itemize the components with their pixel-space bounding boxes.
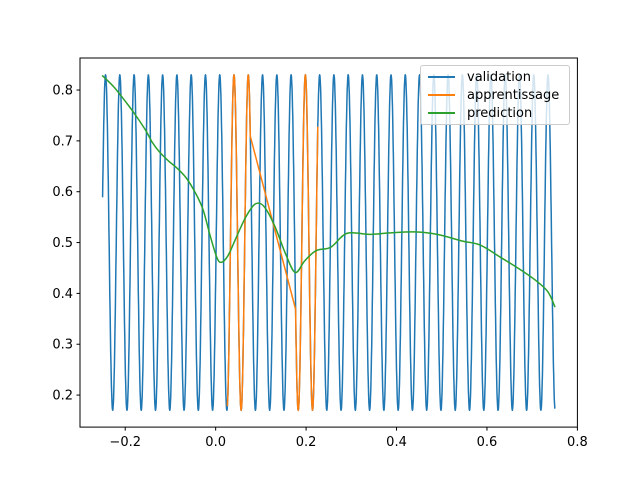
y-tick-label: 0.7 bbox=[52, 134, 73, 149]
x-tick-label: 0.2 bbox=[296, 435, 317, 450]
series-validation bbox=[101, 74, 556, 412]
y-tick-label: 0.5 bbox=[52, 236, 73, 251]
legend: validation apprentissage prediction bbox=[420, 65, 570, 125]
apprentissage-line-icon bbox=[428, 94, 455, 96]
series-apprentissage bbox=[226, 74, 319, 412]
y-tick-label: 0.2 bbox=[52, 389, 73, 404]
legend-label-validation: validation bbox=[467, 69, 532, 85]
y-tick-label: 0.3 bbox=[52, 338, 73, 353]
prediction-line-icon bbox=[428, 112, 455, 114]
y-tick-label: 0.8 bbox=[52, 84, 73, 99]
x-tick-label: −0.2 bbox=[109, 435, 141, 450]
x-tick-label: 0.4 bbox=[386, 435, 407, 450]
x-tick-label: 0.8 bbox=[567, 435, 588, 450]
legend-entry-apprentissage: apprentissage bbox=[428, 86, 562, 104]
series-prediction bbox=[101, 75, 556, 308]
legend-entry-validation: validation bbox=[428, 68, 562, 86]
x-tick-label: 0.0 bbox=[205, 435, 226, 450]
legend-label-apprentissage: apprentissage bbox=[467, 87, 560, 103]
legend-entry-prediction: prediction bbox=[428, 104, 562, 122]
y-tick-label: 0.4 bbox=[52, 287, 73, 302]
x-tick-label: 0.6 bbox=[477, 435, 498, 450]
legend-label-prediction: prediction bbox=[467, 105, 533, 121]
y-tick-label: 0.6 bbox=[52, 185, 73, 200]
validation-line-icon bbox=[428, 76, 455, 78]
